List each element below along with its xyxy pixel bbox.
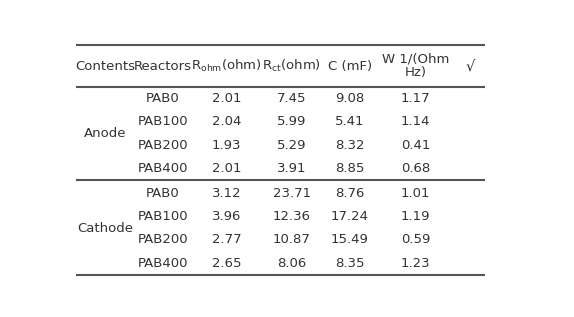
Text: 1.93: 1.93 bbox=[212, 139, 241, 152]
Text: 12.36: 12.36 bbox=[273, 210, 311, 223]
Text: 8.32: 8.32 bbox=[335, 139, 364, 152]
Text: PAB0: PAB0 bbox=[146, 187, 180, 200]
Text: PAB400: PAB400 bbox=[138, 162, 188, 175]
Text: PAB0: PAB0 bbox=[146, 92, 180, 105]
Text: 1.14: 1.14 bbox=[401, 115, 430, 128]
Text: 17.24: 17.24 bbox=[331, 210, 369, 223]
Text: PAB200: PAB200 bbox=[138, 233, 188, 246]
Text: $\mathrm{R_{ohm}}$(ohm): $\mathrm{R_{ohm}}$(ohm) bbox=[191, 58, 262, 74]
Text: Contents: Contents bbox=[75, 60, 135, 73]
Text: 8.85: 8.85 bbox=[335, 162, 364, 175]
Text: 8.06: 8.06 bbox=[277, 257, 307, 270]
Text: C (mF): C (mF) bbox=[328, 60, 372, 73]
Text: 0.41: 0.41 bbox=[401, 139, 430, 152]
Text: √: √ bbox=[465, 59, 475, 74]
Text: 3.12: 3.12 bbox=[212, 187, 241, 200]
Text: 1.01: 1.01 bbox=[401, 187, 430, 200]
Text: W 1/(Ohm: W 1/(Ohm bbox=[382, 53, 449, 66]
Text: 1.23: 1.23 bbox=[401, 257, 430, 270]
Text: 2.04: 2.04 bbox=[212, 115, 241, 128]
Text: 8.76: 8.76 bbox=[335, 187, 364, 200]
Text: PAB200: PAB200 bbox=[138, 139, 188, 152]
Text: 1.17: 1.17 bbox=[401, 92, 430, 105]
Text: 7.45: 7.45 bbox=[277, 92, 307, 105]
Text: Reactors: Reactors bbox=[134, 60, 192, 73]
Text: $\mathrm{R_{ct}}$(ohm): $\mathrm{R_{ct}}$(ohm) bbox=[262, 58, 321, 74]
Text: 5.29: 5.29 bbox=[277, 139, 307, 152]
Text: PAB100: PAB100 bbox=[138, 210, 188, 223]
Text: 23.71: 23.71 bbox=[273, 187, 311, 200]
Text: 2.77: 2.77 bbox=[212, 233, 241, 246]
Text: 15.49: 15.49 bbox=[331, 233, 369, 246]
Text: 5.41: 5.41 bbox=[335, 115, 364, 128]
Text: 5.99: 5.99 bbox=[277, 115, 307, 128]
Text: 2.65: 2.65 bbox=[212, 257, 241, 270]
Text: 2.01: 2.01 bbox=[212, 92, 241, 105]
Text: Anode: Anode bbox=[84, 127, 126, 140]
Text: PAB400: PAB400 bbox=[138, 257, 188, 270]
Text: PAB100: PAB100 bbox=[138, 115, 188, 128]
Text: 8.35: 8.35 bbox=[335, 257, 364, 270]
Text: 3.96: 3.96 bbox=[212, 210, 241, 223]
Text: 0.68: 0.68 bbox=[401, 162, 430, 175]
Text: 2.01: 2.01 bbox=[212, 162, 241, 175]
Text: 3.91: 3.91 bbox=[277, 162, 307, 175]
Text: Hz): Hz) bbox=[405, 67, 426, 80]
Text: 10.87: 10.87 bbox=[273, 233, 311, 246]
Text: 9.08: 9.08 bbox=[335, 92, 364, 105]
Text: 1.19: 1.19 bbox=[401, 210, 430, 223]
Text: 0.59: 0.59 bbox=[401, 233, 430, 246]
Text: Cathode: Cathode bbox=[77, 222, 133, 235]
